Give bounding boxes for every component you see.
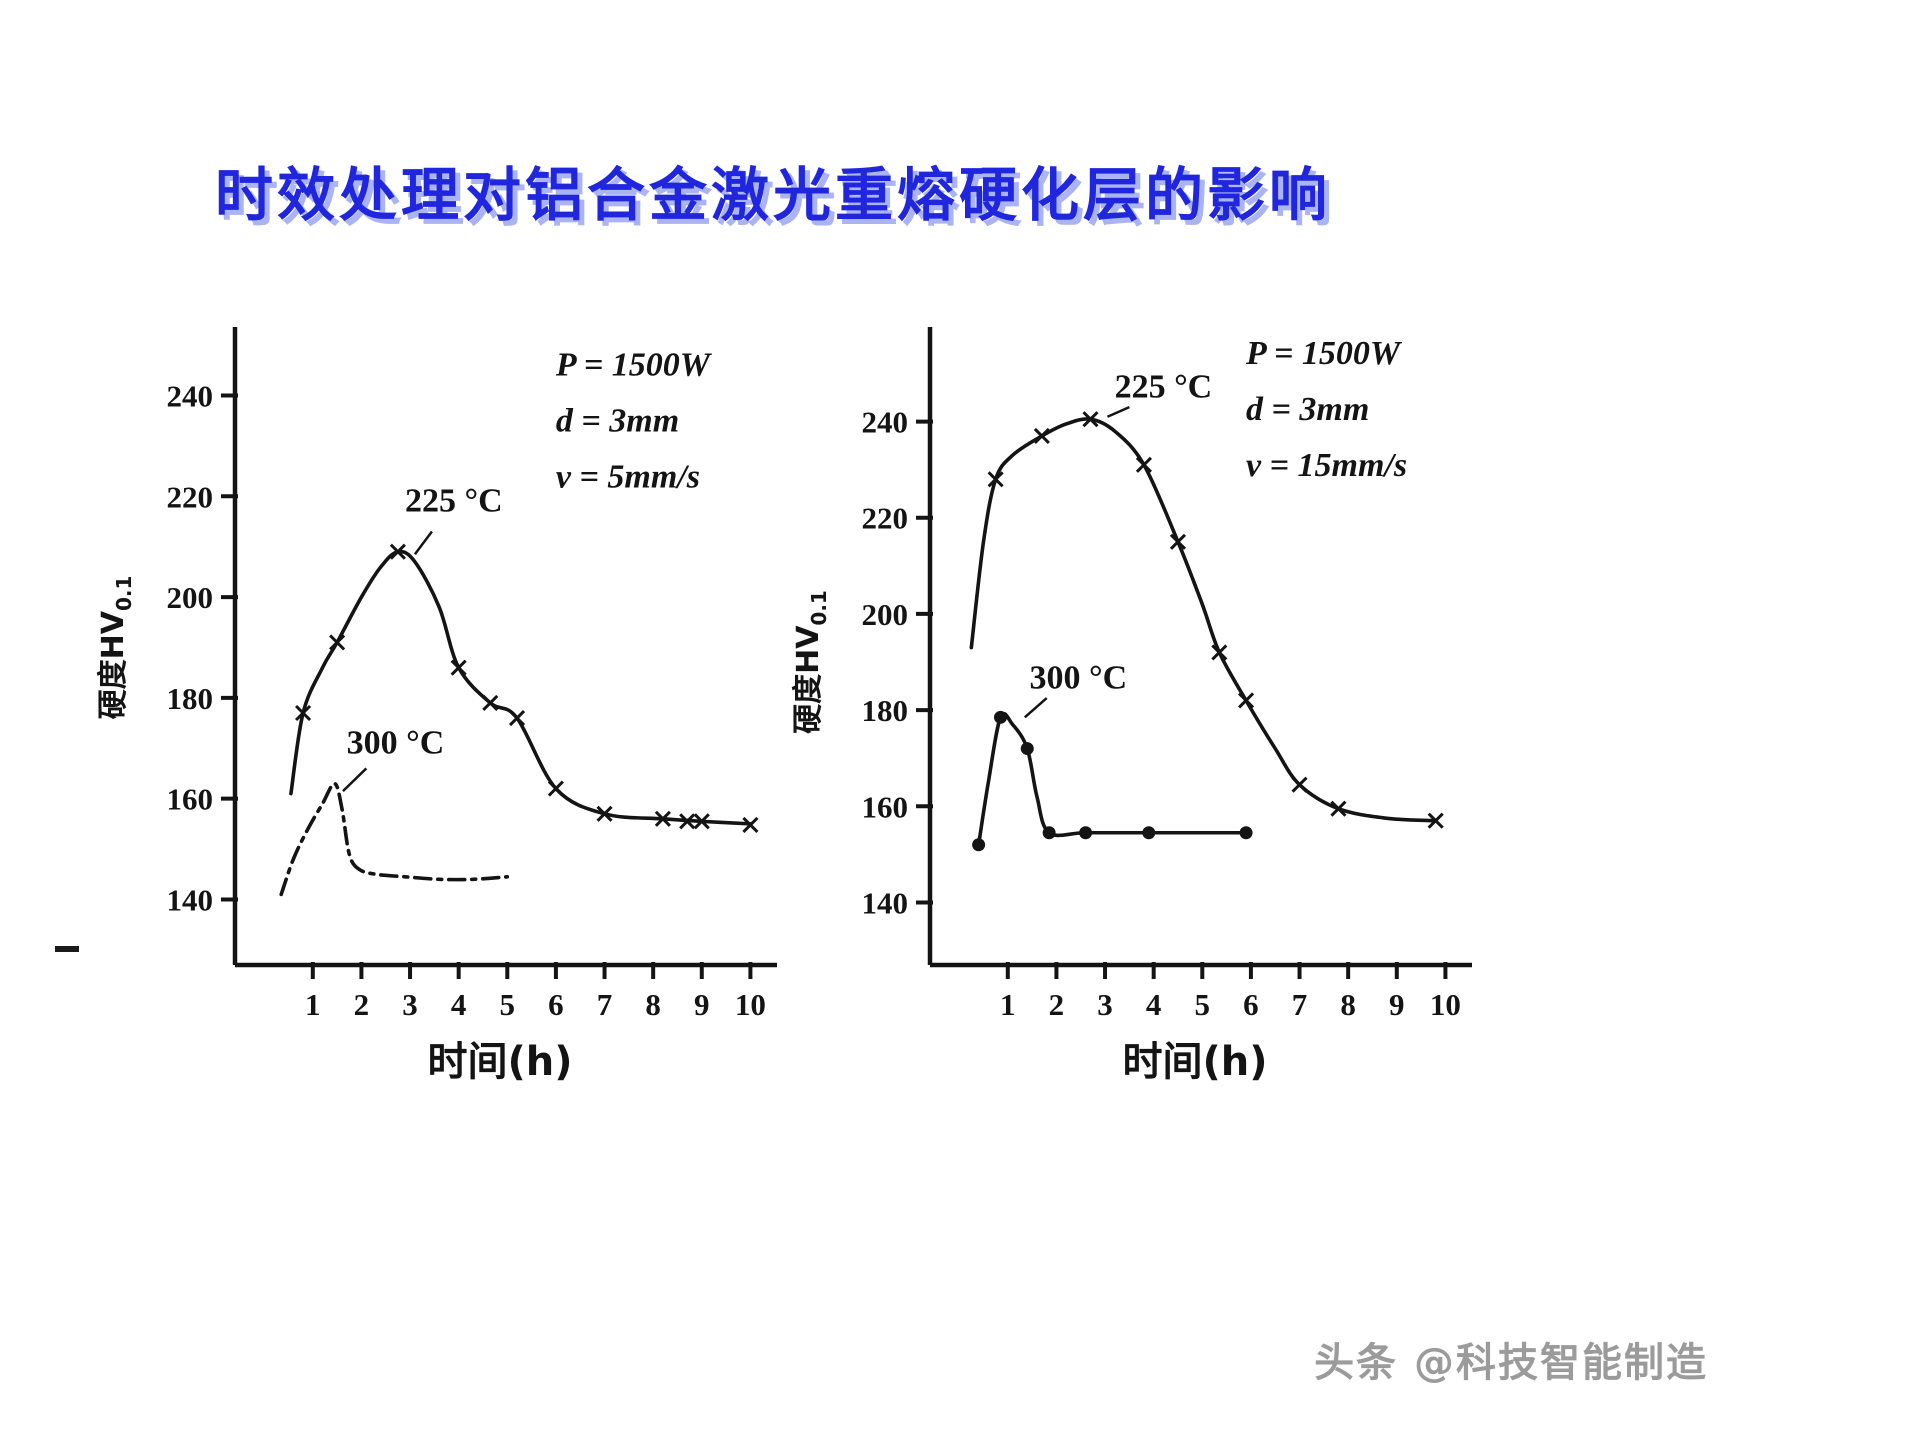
svg-text:2: 2 — [354, 987, 370, 1022]
svg-text:硬度HV0.1: 硬度HV0.1 — [791, 590, 831, 734]
svg-text:6: 6 — [548, 987, 564, 1022]
svg-text:3: 3 — [1097, 987, 1113, 1022]
stray-scan-mark — [55, 946, 79, 952]
svg-text:10: 10 — [1430, 987, 1461, 1022]
svg-text:300 °C: 300 °C — [1029, 659, 1127, 696]
svg-text:240: 240 — [862, 405, 909, 440]
svg-text:5: 5 — [1195, 987, 1211, 1022]
svg-text:220: 220 — [862, 501, 909, 536]
svg-text:时间(h): 时间(h) — [1122, 1039, 1267, 1085]
chart-right-aging-15mms: 140 160 180 200 220 240 1 2 3 4 5 6 7 8 9 10 时间(h) 硬度HV0.… — [750, 290, 1550, 1124]
svg-text:4: 4 — [451, 987, 467, 1022]
svg-text:300 °C: 300 °C — [347, 724, 445, 761]
svg-text:160: 160 — [862, 789, 909, 824]
svg-text:220: 220 — [167, 479, 214, 514]
svg-text:2: 2 — [1049, 987, 1065, 1022]
hardness-vs-time-chart-left: 140 160 180 200 220 240 1 2 3 4 5 6 7 8 9 10 时间(h) 硬度HV0.… — [96, 327, 777, 1085]
svg-text:160: 160 — [167, 782, 214, 817]
svg-text:225 °C: 225 °C — [1115, 369, 1213, 406]
svg-text:5: 5 — [500, 987, 516, 1022]
svg-text:时间(h): 时间(h) — [427, 1039, 572, 1085]
svg-text:v = 15mm/s: v = 15mm/s — [1246, 447, 1407, 484]
svg-text:v = 5mm/s: v = 5mm/s — [556, 458, 700, 495]
svg-text:180: 180 — [167, 681, 214, 716]
svg-text:140: 140 — [167, 882, 214, 917]
svg-text:200: 200 — [862, 597, 909, 632]
svg-text:240: 240 — [167, 378, 214, 413]
svg-text:3: 3 — [402, 987, 418, 1022]
svg-text:10: 10 — [735, 987, 766, 1022]
svg-text:P = 1500W: P = 1500W — [1245, 335, 1403, 372]
svg-text:9: 9 — [694, 987, 710, 1022]
svg-text:9: 9 — [1389, 987, 1405, 1022]
svg-text:7: 7 — [1292, 987, 1308, 1022]
svg-text:6: 6 — [1243, 987, 1259, 1022]
svg-text:8: 8 — [1340, 987, 1356, 1022]
svg-text:硬度HV0.1: 硬度HV0.1 — [96, 576, 136, 720]
watermark: 头条 @科技智能制造 — [1314, 1340, 1708, 1386]
svg-text:8: 8 — [645, 987, 661, 1022]
svg-text:1: 1 — [1000, 987, 1016, 1022]
svg-text:200: 200 — [167, 580, 214, 615]
svg-text:d = 3mm: d = 3mm — [1246, 391, 1369, 428]
svg-text:180: 180 — [862, 693, 909, 728]
svg-text:7: 7 — [597, 987, 613, 1022]
svg-text:1: 1 — [305, 987, 321, 1022]
svg-text:225 °C: 225 °C — [405, 482, 503, 519]
svg-text:d = 3mm: d = 3mm — [556, 402, 679, 439]
svg-text:P = 1500W: P = 1500W — [555, 346, 713, 383]
hardness-vs-time-chart-right: 140 160 180 200 220 240 1 2 3 4 5 6 7 8 9 10 时间(h) 硬度HV0.… — [791, 327, 1472, 1085]
svg-text:4: 4 — [1146, 987, 1162, 1022]
page-title: 时效处理对铝合金激光重熔硬化层的影响 — [215, 161, 1332, 229]
svg-text:140: 140 — [862, 885, 909, 920]
chart-left-aging-5mms: 140 160 180 200 220 240 1 2 3 4 5 6 7 8 9 10 时间(h) 硬度HV0.… — [55, 290, 855, 1124]
